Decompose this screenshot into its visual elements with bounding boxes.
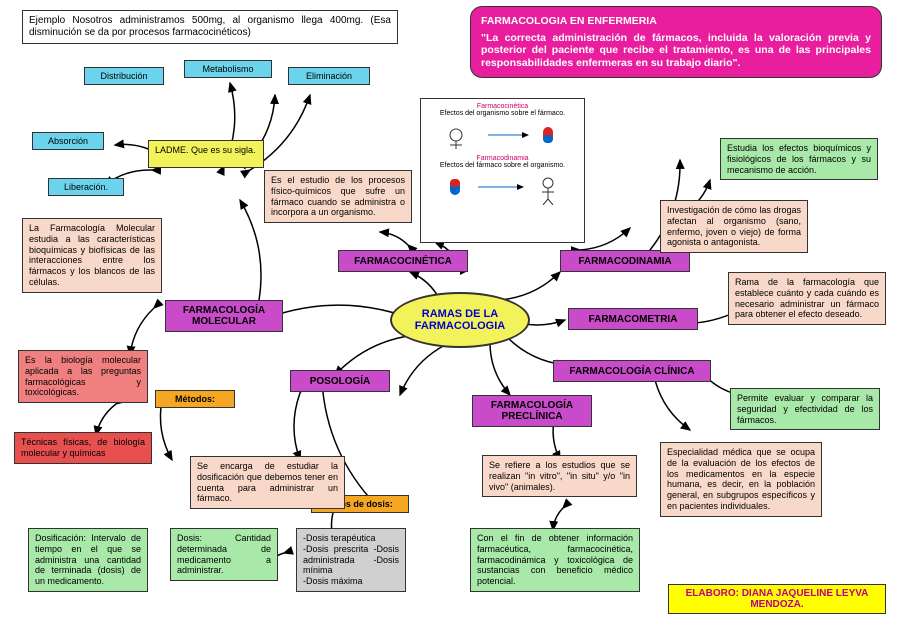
preclinica-def: Se refiere a los estudios que se realiza… xyxy=(482,455,637,497)
ladme-box: LADME. Que es su sigla. xyxy=(148,140,264,168)
sub-metodos: Métodos: xyxy=(155,390,235,408)
tipos-list: -Dosis terapéutica -Dosis prescrita -Dos… xyxy=(296,528,406,592)
preclinica-fin: Con el fin de obtener información farmac… xyxy=(470,528,640,592)
farmacometria-def: Rama de la farmacología que establece cu… xyxy=(728,272,886,325)
farmacocinetica-def: Es el estudio de los procesos físico-quí… xyxy=(264,170,412,223)
img-t4: Efectos del fármaco sobre el organismo. xyxy=(425,162,580,169)
img-t2: Efectos del organismo sobre el fármaco. xyxy=(425,110,580,117)
clinica-permite: Permite evaluar y comparar la seguridad … xyxy=(730,388,880,430)
branch-posologia: POSOLOGÍA xyxy=(290,370,390,392)
img-t1: Farmacocinética xyxy=(425,103,580,110)
eliminacion: Eliminación xyxy=(288,67,370,85)
liberacion: Liberación. xyxy=(48,178,124,196)
branch-farmacometria: FARMACOMETRIA xyxy=(568,308,698,330)
branch-farmacodinamia: FARMACODINAMIA xyxy=(560,250,690,272)
branch-farmacocinetica: FARMACOCINÉTICA xyxy=(338,250,468,272)
metabolismo: Metabolismo xyxy=(184,60,272,78)
absorcion: Absorción xyxy=(32,132,104,150)
tecnicas: Técnicas físicas, de biología molecular … xyxy=(14,432,152,464)
img-row2 xyxy=(428,169,578,205)
posologia-def: Se encarga de estudiar la dosificación q… xyxy=(190,456,345,509)
dosis: Dosis: Cantidad determinada de medicamen… xyxy=(170,528,278,581)
elaboro: ELABORO: DIANA JAQUELINE LEYVA MENDOZA. xyxy=(668,584,886,614)
title-box: FARMACOLOGIA EN ENFERMERIA "La correcta … xyxy=(470,6,882,78)
farmacodinamia-def: Estudia los efectos bioquímicos y fisiol… xyxy=(720,138,878,180)
title-body: "La correcta administración de fármacos,… xyxy=(481,32,871,70)
distribucion: Distribución xyxy=(84,67,164,85)
title-heading: FARMACOLOGIA EN ENFERMERIA xyxy=(481,15,871,28)
branch-molecular: FARMACOLOGÍA MOLECULAR xyxy=(165,300,283,332)
img-row1 xyxy=(428,117,578,153)
image-panel: Farmacocinética Efectos del organismo so… xyxy=(420,98,585,243)
center-node: RAMAS DE LA FARMACOLOGIA xyxy=(390,292,530,348)
branch-preclinica: FARMACOLOGÍA PRECLÍNICA xyxy=(472,395,592,427)
farmacodinamia-inv: Investigación de cómo las drogas afectan… xyxy=(660,200,808,253)
example-box: Ejemplo Nosotros administramos 500mg, al… xyxy=(22,10,398,44)
img-t3: Farmacodinamia xyxy=(425,155,580,162)
clinica-def: Especialidad médica que se ocupa de la e… xyxy=(660,442,822,517)
branch-clinica: FARMACOLOGÍA CLÍNICA xyxy=(553,360,711,382)
molecular-def: La Farmacología Molecular estudia a las … xyxy=(22,218,162,293)
molecular-bio: Es la biología molecular aplicada a las … xyxy=(18,350,148,403)
dosificacion: Dosificación: Intervalo de tiempo en el … xyxy=(28,528,148,592)
